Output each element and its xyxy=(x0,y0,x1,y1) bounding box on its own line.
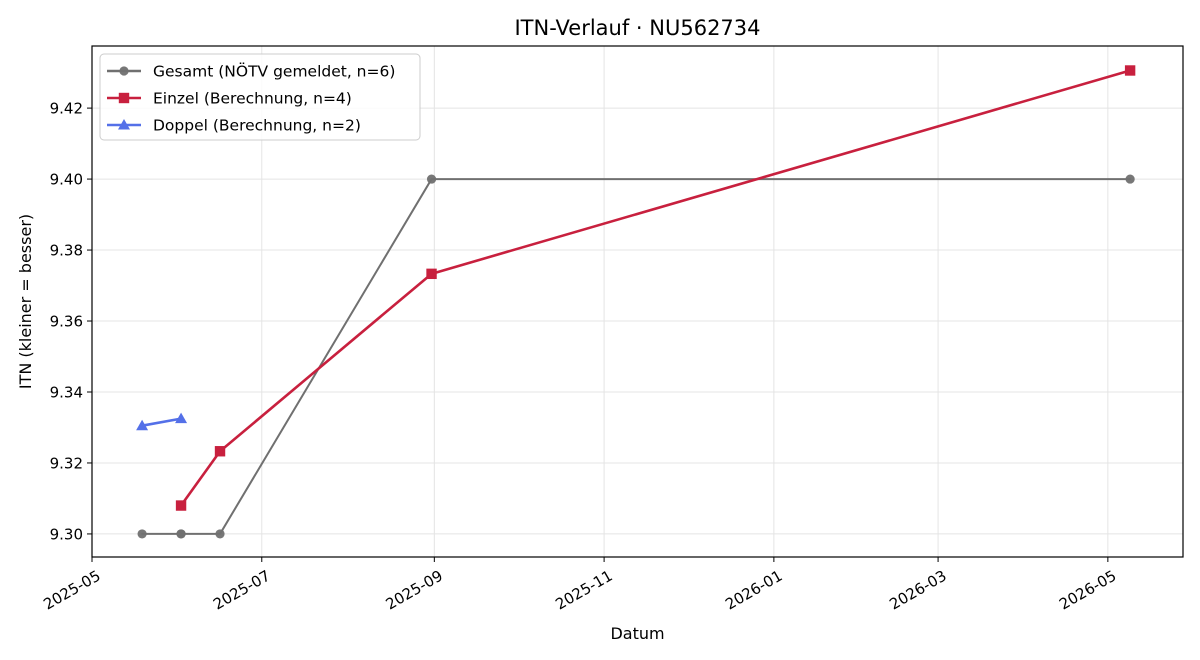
data-point xyxy=(175,500,187,511)
data-point xyxy=(214,446,226,457)
data-point xyxy=(215,529,225,539)
x-axis-title: Datum xyxy=(610,624,664,643)
legend-marker xyxy=(118,92,130,104)
series-layer xyxy=(136,65,1136,539)
legend-box xyxy=(99,53,421,141)
legend: Gesamt (NÖTV gemeldet, n=6) Einzel (Berec… xyxy=(99,53,421,141)
x-tick-label: 2026-03 xyxy=(886,567,949,614)
y-tick-label: 9.42 xyxy=(50,100,83,118)
data-point xyxy=(176,529,186,539)
x-tick-label: 2025-07 xyxy=(210,567,273,614)
legend-label: Einzel (Berechnung, n=4) xyxy=(153,90,352,108)
y-tick-label: 9.34 xyxy=(50,383,83,401)
series-square xyxy=(175,65,1136,511)
data-point xyxy=(426,268,437,280)
series-line xyxy=(141,178,1132,535)
data-point xyxy=(136,419,149,431)
x-tick-label: 2026-05 xyxy=(1056,567,1119,614)
y-tick-label: 9.30 xyxy=(50,525,83,543)
legend-label: Doppel (Berechnung, n=2) xyxy=(153,117,361,135)
y-tick-label: 9.38 xyxy=(50,242,83,260)
series-line xyxy=(140,417,183,428)
axis-ticks: 9.30 9.32 9.34 9.36 9.38 9.40 9.42 2025-05 2025-… xyxy=(40,100,1119,614)
data-point xyxy=(426,174,437,184)
y-tick-label: 9.40 xyxy=(50,171,83,189)
legend-item: Einzel (Berechnung, n=4) xyxy=(107,90,352,108)
x-tick-label: 2025-09 xyxy=(383,567,446,614)
legend-item: Doppel (Berechnung, n=2) xyxy=(107,117,361,135)
series-triangle xyxy=(136,412,188,431)
plot-frame xyxy=(91,45,1184,558)
y-tick-label: 9.32 xyxy=(50,454,83,472)
data-point xyxy=(137,529,147,539)
legend-marker xyxy=(118,119,130,130)
legend-label: Gesamt (NÖTV gemeldet, n=6) xyxy=(153,62,395,81)
series-line xyxy=(179,69,1132,507)
y-axis-title: ITN (kleiner = besser) xyxy=(16,214,35,389)
series-circle xyxy=(137,174,1135,539)
legend-marker xyxy=(119,66,129,76)
chart-title: ITN-Verlauf · NU562734 xyxy=(514,16,760,40)
data-point xyxy=(1124,65,1136,76)
x-tick-label: 2025-11 xyxy=(552,567,615,614)
x-tick-label: 2025-05 xyxy=(40,567,103,614)
data-point xyxy=(1125,174,1135,184)
y-tick-label: 9.36 xyxy=(50,313,83,331)
legend-item: Gesamt (NÖTV gemeldet, n=6) xyxy=(107,62,395,81)
data-point xyxy=(175,412,188,424)
x-tick-label: 2026-01 xyxy=(722,567,785,614)
